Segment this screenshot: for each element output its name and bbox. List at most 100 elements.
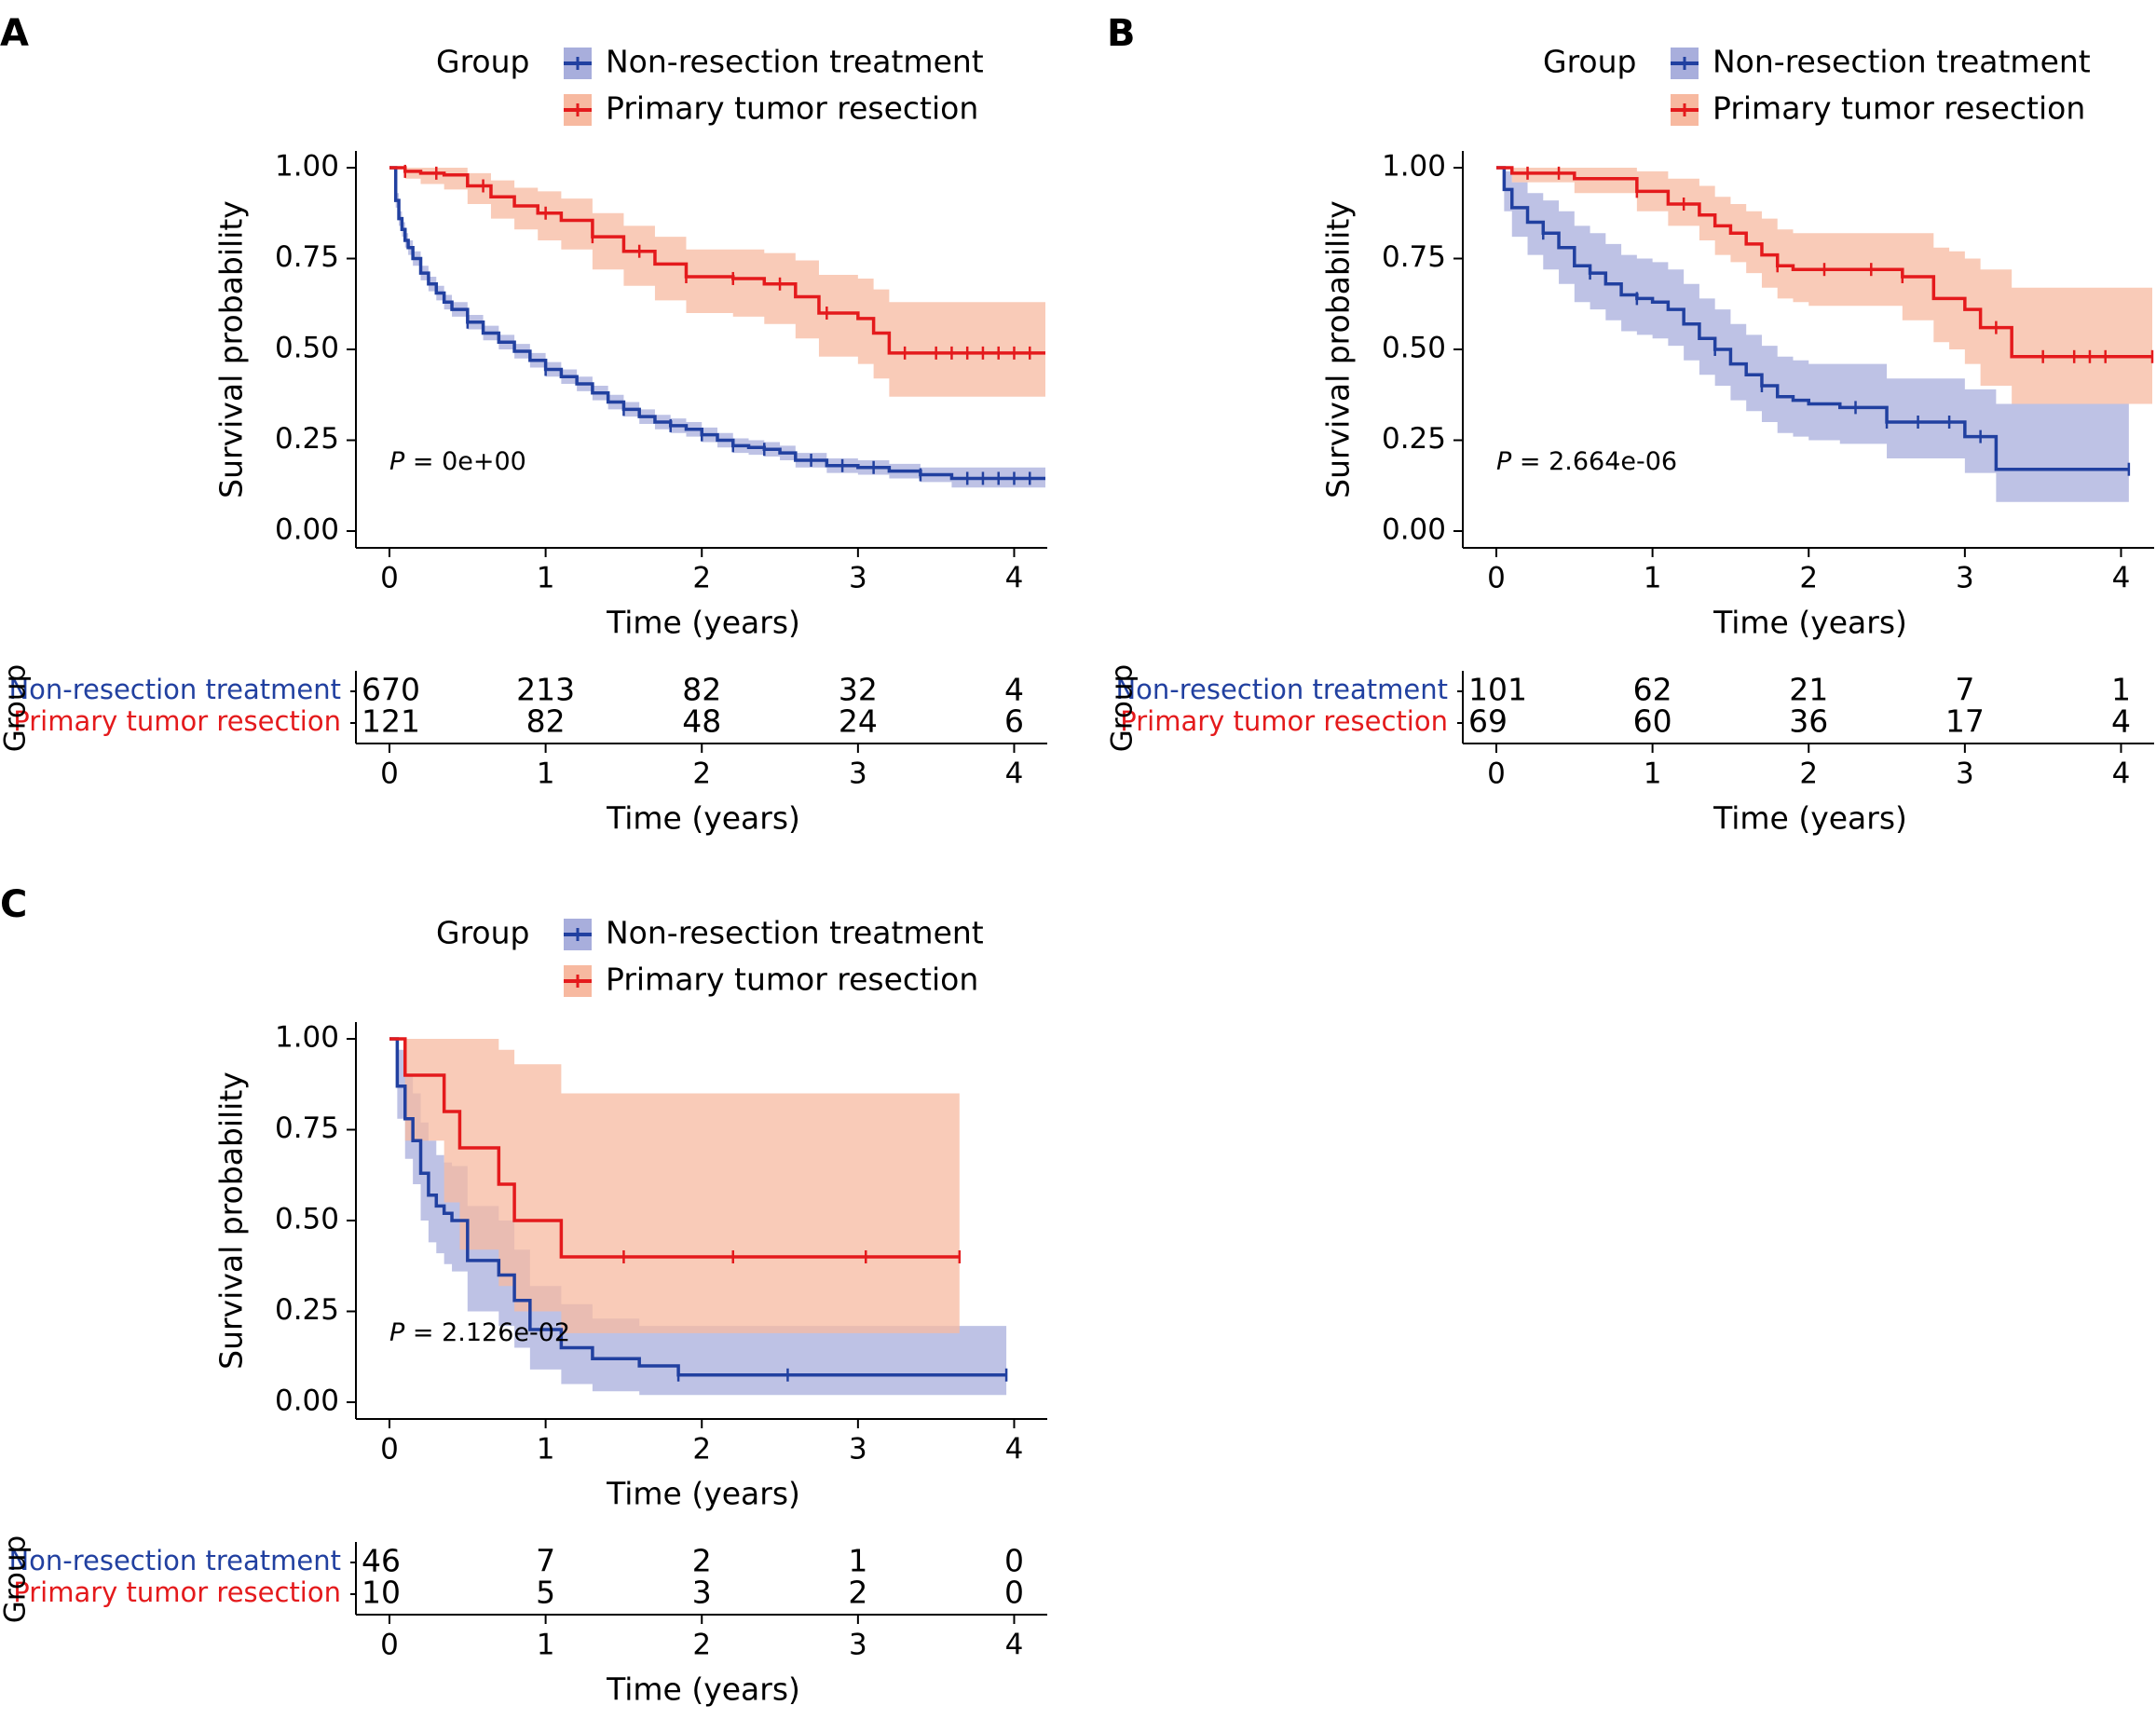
x-tick-label: 3: [1956, 562, 1974, 595]
risk-x-tick-label: 2: [692, 757, 711, 791]
risk-count: 2: [692, 1543, 712, 1579]
x-tick-label: 3: [849, 1433, 867, 1467]
risk-count: 0: [1004, 1575, 1024, 1611]
x-tick-label: 2: [692, 562, 711, 595]
p-symbol: P: [389, 447, 405, 476]
risk-x-tick-label: 0: [1487, 757, 1506, 791]
x-tick-label: 2: [1799, 562, 1818, 595]
risk-count: 4: [2111, 703, 2131, 740]
risk-x-tick-label: 3: [1956, 757, 1974, 791]
risk-y-axis-label: Group: [1106, 664, 1139, 752]
y-tick-label: 0.25: [1382, 422, 1446, 456]
legend-entry: Non-resection treatment: [606, 915, 984, 951]
risk-x-tick-label: 4: [2112, 757, 2131, 791]
risk-row-label: Non-resection treatment: [8, 1545, 341, 1576]
risk-x-tick-label: 1: [537, 1629, 555, 1662]
risk-count: 7: [1955, 672, 1974, 708]
confidence-band-non-resection: [1496, 168, 2129, 502]
risk-x-axis-label: Time (years): [1713, 800, 1907, 837]
risk-x-tick-label: 3: [849, 757, 867, 791]
panel-label: C: [0, 883, 27, 926]
risk-y-axis-label: Group: [0, 1535, 33, 1623]
legend-entry: Non-resection treatment: [606, 44, 984, 80]
risk-count: 1: [848, 1543, 867, 1579]
y-tick-label: 0.50: [275, 332, 339, 365]
legend-entry: Primary tumor resection: [606, 962, 978, 998]
confidence-band-resection: [389, 1039, 960, 1333]
risk-x-tick-label: 3: [849, 1629, 867, 1662]
risk-table: Non-resection treatment 670 213 82 32 4Primar…: [0, 664, 1047, 837]
x-tick-label: 4: [1005, 562, 1024, 595]
risk-row-label: Primary tumor resection: [1120, 705, 1448, 737]
p-value-text: = 0e+00: [404, 447, 526, 476]
p-value: P = 2.126e-02: [389, 1318, 570, 1347]
survival-curve-non-resection: [389, 1037, 1007, 1377]
y-axis-label: Survival probability: [213, 1071, 250, 1370]
risk-x-tick-label: 0: [380, 1629, 399, 1662]
legend-entry: Non-resection treatment: [1713, 44, 2091, 80]
survival-curve-resection: [389, 1037, 960, 1259]
risk-x-tick-label: 2: [1799, 757, 1818, 791]
p-value: P = 2.664e-06: [1496, 447, 1677, 476]
legend-entry: Primary tumor resection: [1713, 90, 2085, 127]
risk-x-tick-label: 1: [537, 757, 555, 791]
survival-curve-non-resection: [389, 166, 1045, 481]
x-tick-label: 1: [537, 562, 555, 595]
risk-count: 121: [362, 703, 420, 740]
risk-count: 69: [1468, 703, 1508, 740]
y-axis-label: Survival probability: [213, 200, 250, 498]
p-value: P = 0e+00: [389, 447, 526, 476]
risk-row-label: Primary tumor resection: [13, 705, 341, 737]
risk-count: 32: [839, 672, 878, 708]
risk-x-tick-label: 0: [380, 757, 399, 791]
p-symbol: P: [389, 1318, 405, 1347]
y-tick-label: 0.00: [275, 513, 339, 547]
y-tick-label: 1.00: [275, 150, 339, 184]
risk-count: 213: [516, 672, 575, 708]
legend-title: Group: [436, 44, 529, 80]
legend: Group Non-resection treatment Primary tumo…: [1543, 44, 2091, 127]
x-tick-label: 2: [692, 1433, 711, 1467]
risk-count: 1: [2111, 672, 2131, 708]
risk-count: 2: [848, 1575, 867, 1611]
risk-table: Non-resection treatment 101 62 21 7 1Primary …: [1106, 664, 2154, 837]
y-tick-label: 0.75: [1382, 240, 1446, 274]
confidence-band-resection: [389, 168, 1045, 397]
x-axis-label: Time (years): [1713, 605, 1907, 641]
risk-count: 60: [1633, 703, 1672, 740]
risk-count: 82: [682, 672, 721, 708]
y-tick-label: 0.25: [275, 422, 339, 456]
y-tick-label: 0.00: [1382, 513, 1446, 547]
risk-count: 7: [536, 1543, 555, 1579]
p-value-text: = 2.664e-06: [1511, 447, 1677, 476]
legend: Group Non-resection treatment Primary tumo…: [436, 44, 984, 127]
risk-row-label: Non-resection treatment: [8, 674, 341, 705]
risk-count: 3: [692, 1575, 712, 1611]
x-tick-label: 1: [537, 1433, 555, 1467]
x-tick-label: 0: [380, 1433, 399, 1467]
risk-count: 46: [362, 1543, 401, 1579]
legend-title: Group: [436, 915, 529, 951]
panel-label: A: [0, 12, 29, 55]
y-tick-label: 1.00: [1382, 150, 1446, 184]
risk-row-label: Primary tumor resection: [13, 1576, 341, 1608]
legend-title: Group: [1543, 44, 1636, 80]
risk-count: 24: [839, 703, 878, 740]
x-axis-label: Time (years): [606, 605, 800, 641]
x-tick-label: 0: [380, 562, 399, 595]
risk-row-label: Non-resection treatment: [1115, 674, 1448, 705]
risk-x-tick-label: 1: [1644, 757, 1662, 791]
legend: Group Non-resection treatment Primary tumo…: [436, 915, 984, 998]
y-tick-label: 0.50: [1382, 332, 1446, 365]
x-tick-label: 3: [849, 562, 867, 595]
x-tick-label: 1: [1644, 562, 1662, 595]
x-tick-label: 4: [1005, 1433, 1024, 1467]
survival-plot: [1496, 166, 2154, 502]
risk-count: 6: [1004, 703, 1024, 740]
p-value-text: = 2.126e-02: [404, 1318, 570, 1347]
y-tick-label: 0.75: [275, 1112, 339, 1145]
y-tick-label: 0.25: [275, 1293, 339, 1327]
risk-count: 101: [1468, 672, 1527, 708]
